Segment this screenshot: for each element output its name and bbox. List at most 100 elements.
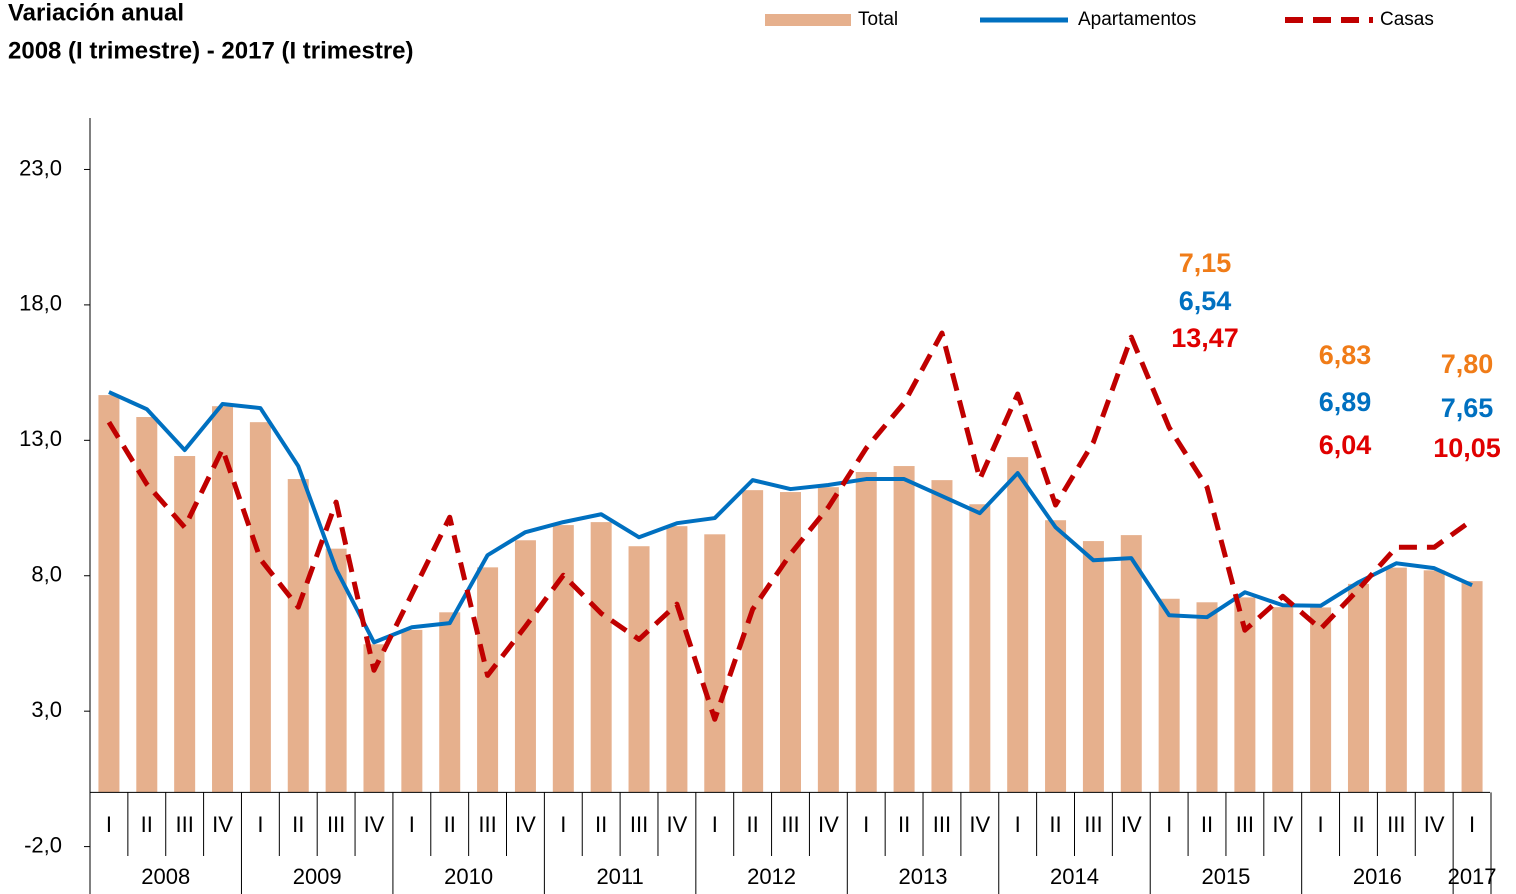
x-tick-label: I [1469, 812, 1475, 837]
bar [1158, 598, 1180, 793]
x-tick-label: III [933, 812, 951, 837]
bar [704, 534, 726, 793]
bar [1045, 520, 1067, 793]
bar [439, 612, 461, 793]
x-tick-label: II [1201, 812, 1213, 837]
bar [1120, 535, 1142, 793]
bar [590, 522, 612, 793]
legend-label: Casas [1380, 9, 1434, 30]
line [108, 390, 1473, 645]
x-tick-label: II [1049, 812, 1061, 837]
year-label: 2013 [899, 864, 948, 889]
bar [931, 480, 953, 793]
value-label: 6,04 [1319, 430, 1372, 460]
bar [1007, 457, 1029, 793]
x-tick-label: III [1387, 812, 1405, 837]
legend-swatch [765, 14, 851, 26]
value-label: 6,89 [1319, 387, 1372, 417]
bar [136, 417, 158, 793]
x-tick-label: II [141, 812, 153, 837]
x-tick-label: IV [515, 812, 536, 837]
x-tick-label: IV [969, 812, 990, 837]
x-tick-label: III [175, 812, 193, 837]
year-label: 2014 [1050, 864, 1099, 889]
bar [742, 490, 764, 793]
x-tick-label: I [106, 812, 112, 837]
bar [325, 548, 347, 793]
x-tick-label: II [1352, 812, 1364, 837]
x-tick-label: IV [1121, 812, 1142, 837]
bar [363, 644, 385, 793]
bar [1234, 597, 1256, 793]
value-label: 6,83 [1319, 340, 1372, 370]
bar [287, 479, 309, 793]
y-tick-label: -2,0 [24, 832, 62, 857]
x-tick-label: II [595, 812, 607, 837]
x-tick-label: I [1318, 812, 1324, 837]
bar [628, 546, 650, 793]
bar [477, 567, 499, 793]
dashed-line [106, 330, 1474, 722]
value-label: 6,54 [1179, 286, 1232, 316]
bar [1423, 570, 1445, 793]
x-tick-label: IV [818, 812, 839, 837]
bar [552, 525, 574, 793]
year-label: 2010 [444, 864, 493, 889]
x-tick-label: I [863, 812, 869, 837]
x-tick-label: I [1166, 812, 1172, 837]
value-label: 7,65 [1441, 393, 1494, 423]
bar [1347, 583, 1369, 793]
bar [893, 466, 915, 793]
bar [666, 526, 688, 793]
y-tick-label: 13,0 [19, 426, 62, 451]
bar [969, 504, 991, 793]
y-tick-label: 3,0 [31, 697, 62, 722]
x-tick-label: IV [212, 812, 233, 837]
value-label: 7,15 [1179, 248, 1232, 278]
x-tick-label: IV [1424, 812, 1445, 837]
legend-label: Total [858, 9, 898, 30]
bar [780, 492, 801, 793]
x-tick-label: III [1084, 812, 1102, 837]
bar [401, 629, 423, 793]
x-tick-label: II [444, 812, 456, 837]
y-tick-label: 8,0 [31, 562, 62, 587]
bar [855, 472, 877, 793]
value-label: 13,47 [1171, 323, 1239, 353]
bar [212, 406, 234, 793]
value-label: 7,80 [1441, 349, 1494, 379]
y-tick-label: 18,0 [19, 291, 62, 316]
year-label: 2016 [1353, 864, 1402, 889]
bar [249, 422, 271, 793]
x-tick-label: I [1015, 812, 1021, 837]
x-tick-label: IV [667, 812, 688, 837]
x-tick-label: III [1236, 812, 1254, 837]
year-label: 2009 [293, 864, 342, 889]
year-label: 2011 [596, 864, 643, 889]
x-tick-label: IV [364, 812, 385, 837]
bar [817, 487, 839, 793]
year-label: 2015 [1201, 864, 1250, 889]
x-tick-label: I [712, 812, 718, 837]
y-tick-label: 23,0 [19, 155, 62, 180]
bar [1082, 541, 1104, 793]
year-label: 2012 [747, 864, 796, 889]
x-tick-label: II [292, 812, 304, 837]
x-tick-label: IV [1272, 812, 1293, 837]
value-label: 10,05 [1433, 433, 1501, 463]
x-tick-label: III [781, 812, 799, 837]
x-tick-label: I [409, 812, 415, 837]
year-label: 2017 [1448, 864, 1497, 889]
bar [1196, 602, 1218, 793]
bar [1385, 567, 1407, 793]
bar [98, 395, 120, 793]
chart-subtitle: 2008 (I trimestre) - 2017 (I trimestre) [8, 37, 414, 64]
x-tick-label: II [747, 812, 759, 837]
bar [1272, 607, 1294, 793]
bar [174, 456, 196, 793]
x-tick-label: II [898, 812, 910, 837]
bar [514, 540, 536, 793]
chart-title: Variación anual [8, 0, 184, 26]
bar [1461, 581, 1483, 793]
